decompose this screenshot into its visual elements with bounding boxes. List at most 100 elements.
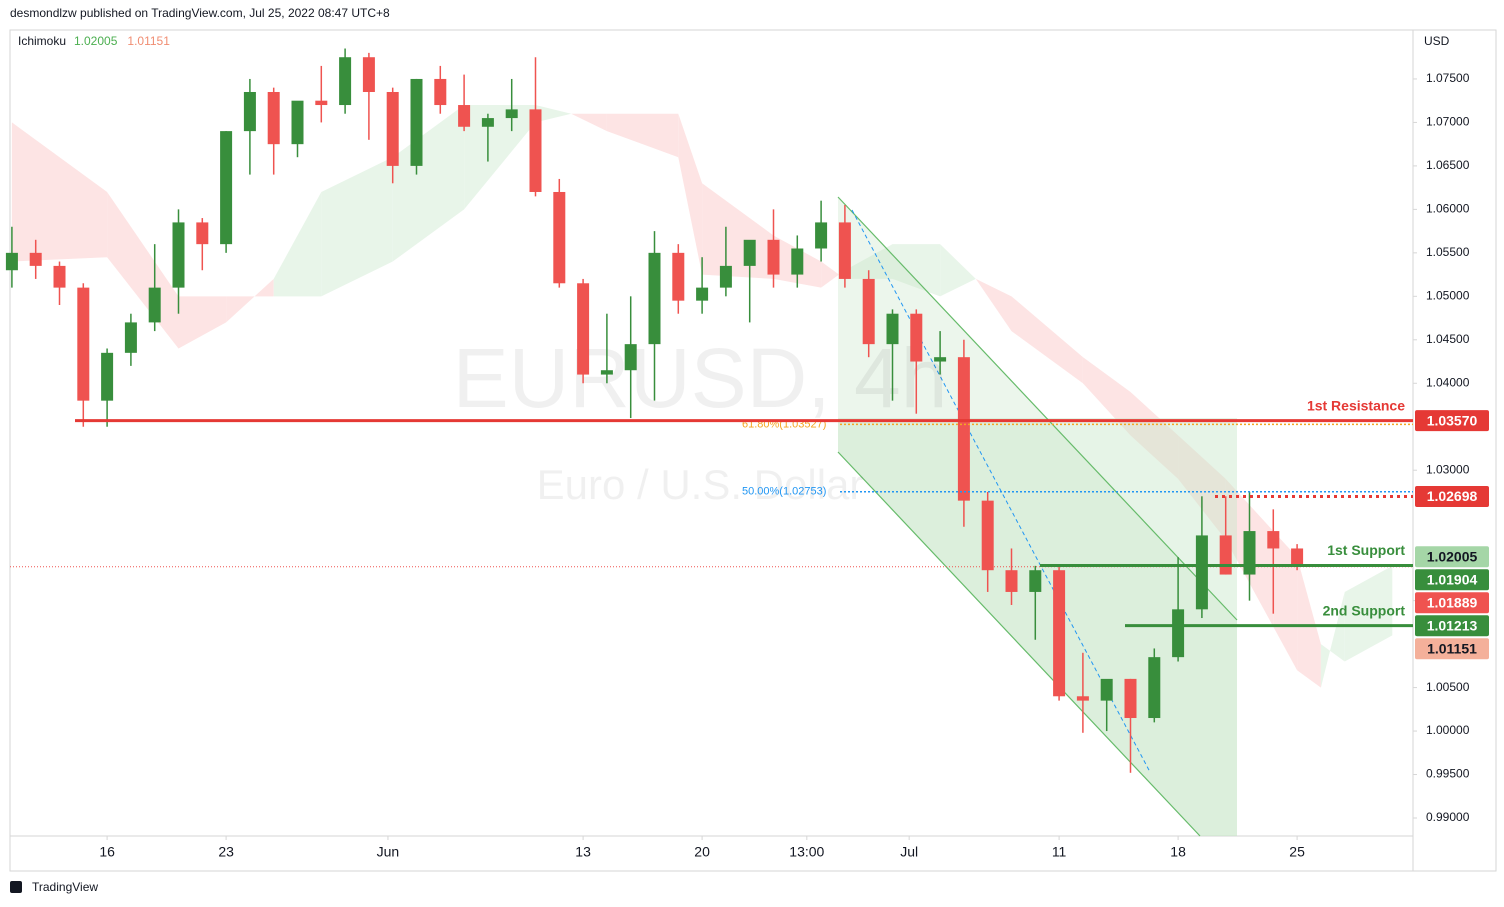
y-tick-label: 1.03000 bbox=[1426, 462, 1470, 476]
candle-body bbox=[1148, 657, 1161, 719]
price-tag-label: 1.01151 bbox=[1427, 640, 1477, 656]
price-tag bbox=[1415, 615, 1489, 637]
candle-body bbox=[196, 222, 209, 245]
candle-body bbox=[624, 344, 637, 371]
candle-body bbox=[1243, 531, 1256, 575]
candle-body bbox=[743, 239, 756, 266]
channel-lower bbox=[837, 451, 1201, 837]
candle-body bbox=[981, 500, 994, 571]
level-label: 2nd Support bbox=[1323, 602, 1406, 618]
candle-body bbox=[29, 252, 42, 266]
candle-body bbox=[1195, 535, 1208, 610]
candle-body bbox=[791, 248, 804, 275]
candle-body bbox=[648, 252, 661, 345]
indicator-name: Ichimoku bbox=[18, 34, 66, 48]
candle-body bbox=[886, 313, 899, 345]
candle-body bbox=[267, 91, 280, 145]
candle-body bbox=[77, 287, 90, 401]
candle-body bbox=[220, 131, 233, 245]
cloud-segment bbox=[940, 244, 976, 297]
candle-body bbox=[838, 222, 851, 279]
candle-body bbox=[148, 287, 161, 323]
footer: TradingView bbox=[32, 880, 98, 894]
price-tag-label: 1.01889 bbox=[1427, 594, 1478, 610]
x-tick-label: 13 bbox=[575, 844, 591, 860]
y-tick-label: 1.04000 bbox=[1426, 375, 1470, 389]
candle-body bbox=[672, 252, 685, 301]
watermark: EURUSD, 4h bbox=[453, 331, 948, 425]
price-tag bbox=[1415, 638, 1489, 660]
y-tick-label: 0.99500 bbox=[1426, 767, 1470, 781]
price-tag bbox=[1415, 410, 1489, 432]
cloud-segment bbox=[1297, 557, 1321, 688]
x-tick-label: Jun bbox=[377, 844, 400, 860]
candle-body bbox=[172, 222, 185, 288]
candle-body bbox=[5, 252, 18, 271]
candle-body bbox=[505, 109, 518, 119]
cloud-segment bbox=[821, 261, 845, 288]
price-tag bbox=[1415, 485, 1489, 507]
candle-body bbox=[243, 91, 256, 132]
currency: USD bbox=[1424, 34, 1450, 48]
candle-body bbox=[386, 91, 399, 166]
candle-body bbox=[577, 283, 590, 375]
logo bbox=[10, 881, 22, 893]
price-tag bbox=[1415, 546, 1489, 568]
y-tick-label: 1.06500 bbox=[1426, 158, 1470, 172]
y-tick-label: 1.00500 bbox=[1426, 680, 1470, 694]
x-tick-label: 20 bbox=[694, 844, 710, 860]
candle-body bbox=[481, 118, 494, 127]
frame bbox=[9, 29, 1497, 872]
candle-body bbox=[1076, 696, 1089, 701]
candle-body bbox=[719, 265, 732, 288]
x-tick-label: 18 bbox=[1170, 844, 1186, 860]
cloud-segment bbox=[571, 113, 607, 132]
cloud-segment bbox=[11, 122, 108, 262]
cloud-segment bbox=[1178, 435, 1226, 540]
cloud-segment bbox=[1082, 357, 1131, 436]
header: desmondlzw published on TradingView.com,… bbox=[10, 6, 390, 20]
cloud-segment bbox=[1320, 591, 1345, 688]
x-tick-label: 25 bbox=[1289, 844, 1305, 860]
y-tick-label: 1.04500 bbox=[1426, 332, 1470, 346]
channel-upper bbox=[837, 196, 1238, 621]
indicator-value: 1.01151 bbox=[127, 34, 170, 48]
level-label: 1st Resistance bbox=[1307, 397, 1405, 413]
candle-body bbox=[124, 322, 137, 353]
candle-body bbox=[910, 313, 923, 362]
price-tag bbox=[1415, 569, 1489, 591]
watermark-subtitle: Euro / U.S. Dollar bbox=[537, 461, 864, 508]
candle-body bbox=[1005, 570, 1018, 592]
indicator-value: 1.02005 bbox=[74, 34, 118, 48]
candle-body bbox=[862, 278, 875, 345]
cloud-segment bbox=[844, 244, 893, 279]
cloud-segment bbox=[226, 278, 274, 323]
cloud-segment bbox=[321, 157, 393, 297]
candle-body bbox=[1172, 609, 1185, 658]
candle-body bbox=[339, 57, 352, 106]
cloud-segment bbox=[178, 296, 227, 349]
candle-body bbox=[600, 370, 613, 375]
cloud-segment bbox=[606, 113, 679, 158]
cloud-segment bbox=[678, 113, 703, 275]
y-tick-label: 1.07500 bbox=[1426, 71, 1470, 85]
y-tick-label: 1.06000 bbox=[1426, 202, 1470, 216]
candle-body bbox=[1291, 548, 1304, 567]
candle-body bbox=[410, 78, 423, 166]
candle-body bbox=[529, 109, 542, 192]
candle-body bbox=[934, 357, 947, 362]
candle-body bbox=[434, 78, 447, 106]
fib-label: 50.00%(1.02753) bbox=[742, 486, 826, 498]
cloud-segment bbox=[464, 105, 536, 210]
candle-body bbox=[362, 57, 375, 92]
channel-fill bbox=[838, 418, 1237, 836]
price-tag-label: 1.01213 bbox=[1427, 617, 1478, 633]
y-tick-label: 1.07000 bbox=[1426, 115, 1470, 129]
cloud-segment bbox=[273, 191, 322, 297]
cloud-segment bbox=[975, 278, 1012, 332]
candle-body bbox=[553, 191, 566, 284]
candle-body bbox=[767, 239, 780, 275]
cloud-segment bbox=[892, 244, 941, 297]
